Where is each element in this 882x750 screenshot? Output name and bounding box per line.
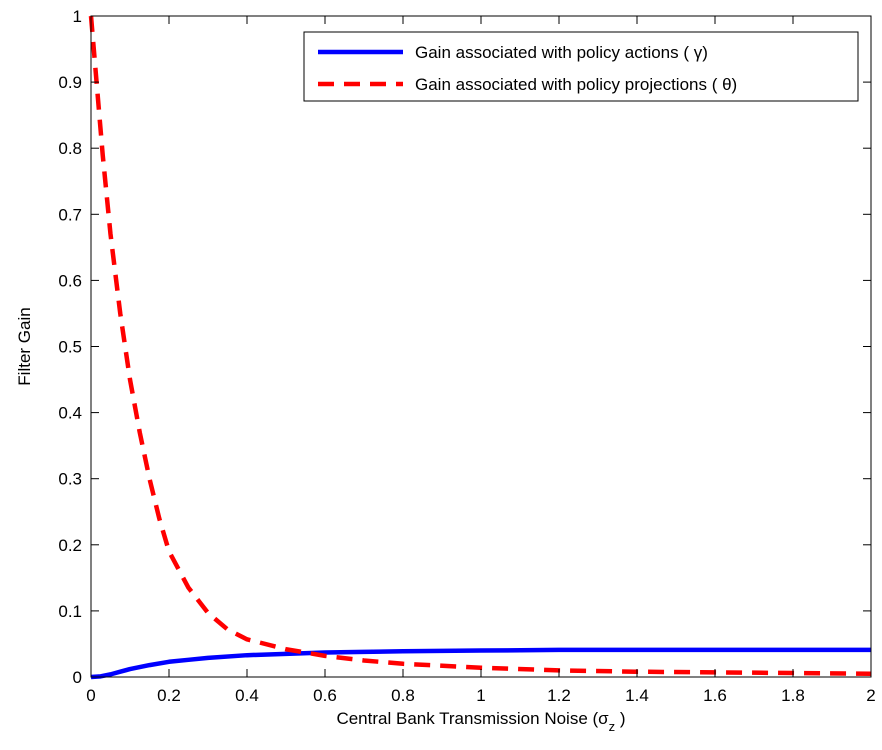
y-tick-label: 0.8 (58, 139, 82, 158)
series-line-actions (90, 647, 871, 680)
plot-frame-fill (91, 16, 871, 677)
x-tick-label: 1.4 (625, 686, 649, 705)
y-tick-label: 0.6 (58, 271, 82, 290)
x-tick-label: 1.8 (781, 686, 805, 705)
x-tick-label: 0.4 (235, 686, 259, 705)
axes-layer: 0 0.2 0.4 0.6 0.8 1 1.2 1.4 1.6 1.8 2 0 0.1 0.2 0.3 0.4… (58, 7, 875, 705)
legend-box (303, 31, 859, 102)
legend: Gain associated with policy actions ( γ)… (303, 31, 859, 102)
plot-area (91, 16, 871, 677)
x-axis-title-close: ) (615, 709, 625, 728)
y-tick-label: 0.1 (58, 602, 82, 621)
x-axis-title-subscript: z (609, 719, 616, 734)
y-tick-label: 0.7 (58, 205, 82, 224)
x-tick-label: 0.2 (157, 686, 181, 705)
x-axis-title-main: Central Bank Transmission Noise (σ (336, 709, 609, 728)
x-tick-label: 1.6 (703, 686, 727, 705)
legend-label-projections: Gain associated with policy projections … (415, 75, 737, 94)
x-tick-label: 2 (866, 686, 875, 705)
legend-label-actions: Gain associated with policy actions ( γ) (415, 43, 708, 62)
y-tick-label: 0.9 (58, 73, 82, 92)
y-tick-label: 0.2 (58, 536, 82, 555)
y-tick-label: 0.4 (58, 404, 82, 423)
x-tick-label: 0 (86, 686, 95, 705)
y-axis-title: Filter Gain (15, 307, 34, 385)
x-tick-label: 1 (476, 686, 485, 705)
y-tick-label: 0 (73, 668, 82, 687)
y-tick-label: 0.5 (58, 338, 82, 357)
y-tick-label: 0.3 (58, 470, 82, 489)
x-tick-label: 1.2 (547, 686, 571, 705)
x-tick-label: 0.8 (391, 686, 415, 705)
x-tick-label: 0.6 (313, 686, 337, 705)
x-axis-title: Central Bank Transmission Noise (σz ) (336, 709, 625, 734)
y-tick-label: 1 (73, 7, 82, 26)
